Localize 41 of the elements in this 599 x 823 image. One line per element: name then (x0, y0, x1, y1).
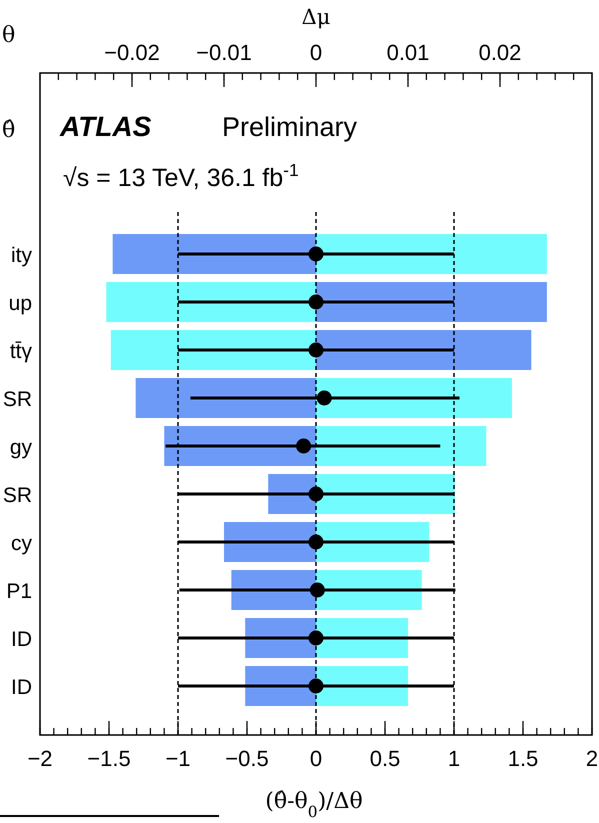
point (308, 630, 324, 646)
point (308, 246, 324, 262)
x-tick-label: 0 (310, 746, 322, 771)
y-tick-label: cy (11, 532, 32, 555)
text: θ̂ (2, 118, 16, 143)
x-tick-label: −1.5 (87, 746, 131, 771)
x-tick-label: 2 (586, 746, 598, 771)
y-tick-label: gy (10, 436, 32, 459)
y-tick-label: ID (11, 676, 32, 699)
text: θ (2, 23, 16, 48)
x2-tick-label: −0.02 (104, 40, 160, 65)
text: ATLAS (59, 111, 152, 142)
x-tick-label: 1.5 (508, 746, 538, 771)
point (308, 486, 324, 502)
y-tick-label: up (8, 292, 32, 315)
x2-tick-label: 0.01 (386, 40, 430, 65)
x-tick-label: 0.5 (370, 746, 400, 771)
x2-tick-label: 0 (310, 40, 322, 65)
point (316, 390, 332, 406)
x2-tick-label: 0.02 (478, 40, 522, 65)
point (308, 342, 324, 358)
text: √s = 13 TeV, 36.1 fb$^{-1}$ (63, 160, 299, 192)
y-tick-label: SR (2, 484, 32, 507)
point (308, 294, 324, 310)
y-tick-label: tt̄γ (10, 340, 32, 363)
point (310, 582, 325, 598)
x-tick-label: −2 (27, 746, 53, 771)
x-tick-label: 1 (448, 746, 460, 771)
text: Preliminary (222, 112, 358, 142)
y-tick-label: SR (2, 388, 32, 411)
y-tick-label: ID (11, 628, 32, 651)
x-tick-label: −1 (165, 746, 191, 771)
y-tick-label: P1 (6, 580, 32, 603)
point (308, 534, 324, 550)
x-tick-label: −0.5 (225, 746, 269, 771)
y-tick-label: ity (11, 244, 32, 267)
x2-tick-label: −0.01 (196, 40, 252, 65)
x2-axis-title: Δμ (302, 5, 330, 29)
point (296, 438, 312, 454)
point (308, 678, 324, 694)
x-axis-title: (θ̂-θ$_{0}$)/Δθ (265, 789, 363, 821)
